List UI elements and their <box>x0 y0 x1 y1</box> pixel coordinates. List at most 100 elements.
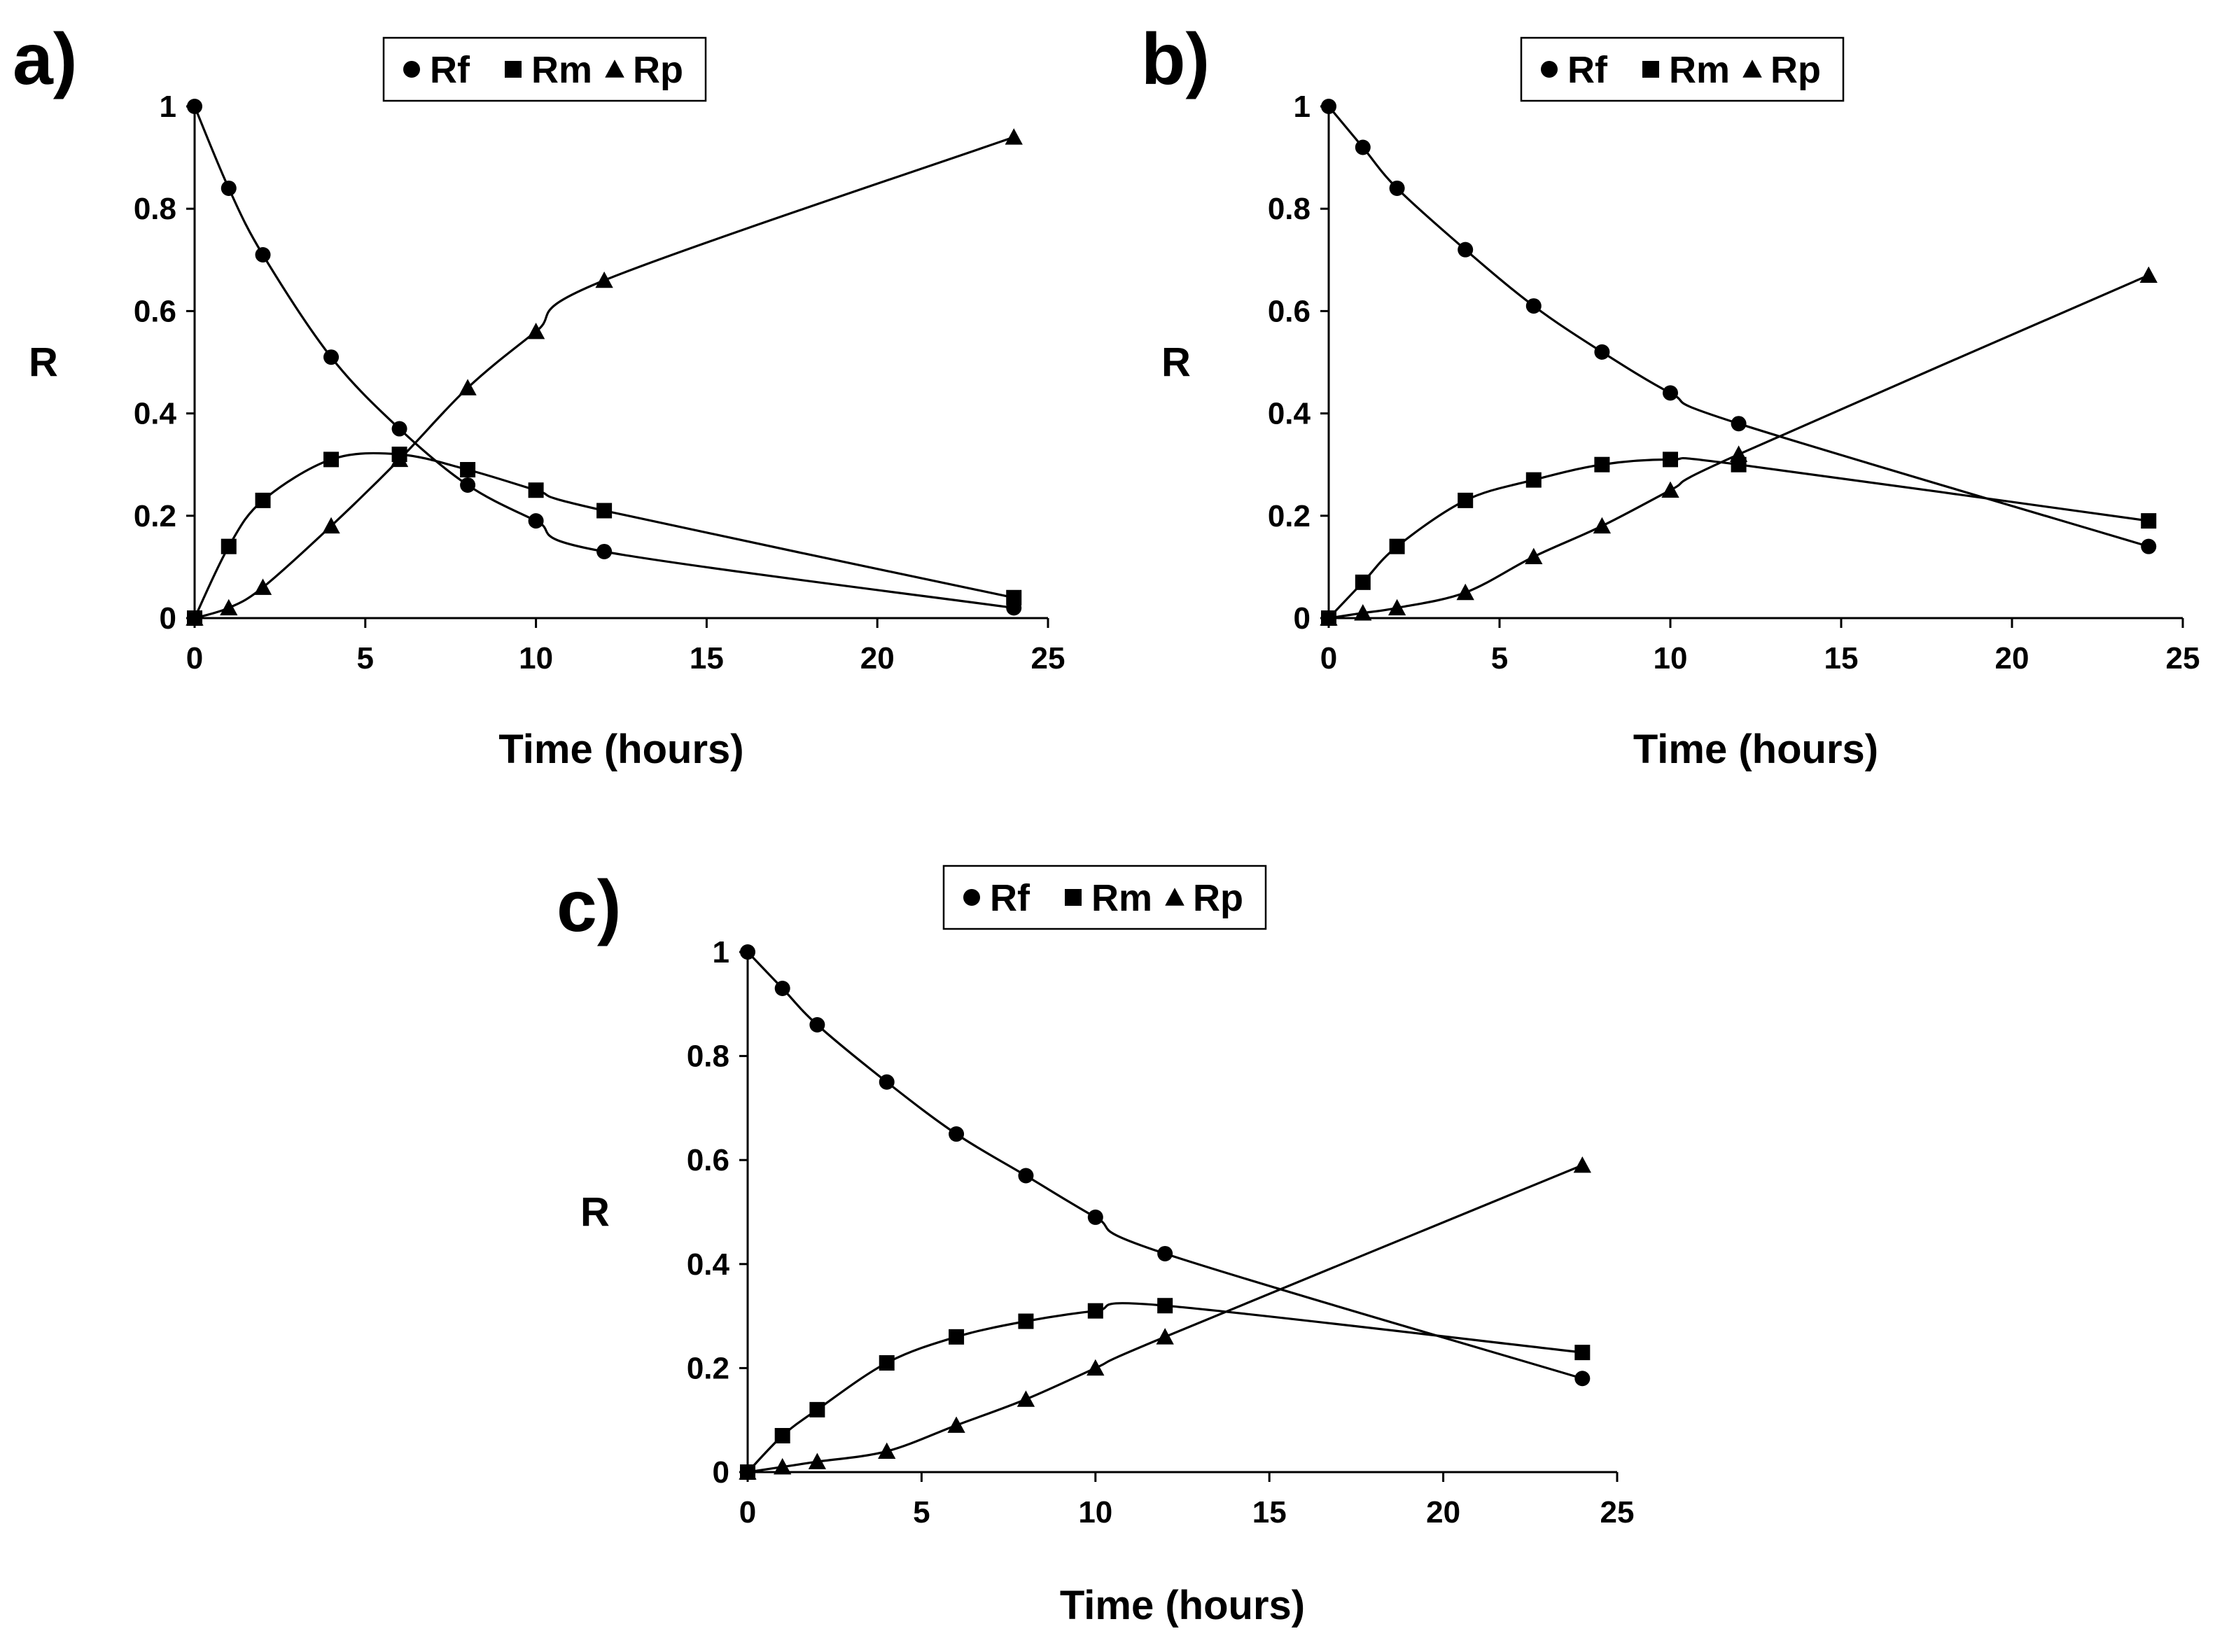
series-Rm <box>740 1298 1591 1480</box>
legend-box <box>1520 36 1845 102</box>
y-tick-label: 0 <box>713 1455 729 1490</box>
legend-box <box>382 36 707 102</box>
data-point-Rp <box>253 578 272 595</box>
series-Rm <box>1321 451 2157 626</box>
y-tick-label: 0.8 <box>687 1040 729 1074</box>
data-point-Rp <box>739 1463 757 1480</box>
x-tick-label: 20 <box>860 641 895 676</box>
y-tick-label: 0.6 <box>1268 294 1311 328</box>
data-point-Rf <box>221 180 237 196</box>
data-point-Rf <box>1389 180 1405 196</box>
data-point-Rm <box>1018 1313 1034 1329</box>
x-tick-label: 20 <box>1995 641 2029 676</box>
y-tick-label: 1 <box>1294 90 1311 124</box>
data-point-Rf <box>255 246 271 262</box>
panel-label: c) <box>557 866 621 947</box>
data-point-Rf <box>740 944 755 960</box>
data-point-Rm <box>1087 1303 1103 1319</box>
data-point-Rp <box>1086 1359 1105 1376</box>
y-tick-label: 0 <box>1294 601 1311 636</box>
data-point-Rf <box>949 1126 965 1142</box>
legend-box <box>942 864 1267 930</box>
data-point-Rm <box>323 451 340 468</box>
x-tick-label: 10 <box>519 641 553 676</box>
y-axis-title: R <box>1161 340 1191 386</box>
y-tick-label: 0.4 <box>134 397 177 431</box>
data-point-Rf <box>391 421 407 437</box>
data-point-Rm <box>879 1354 895 1371</box>
data-point-Rp <box>1388 598 1406 616</box>
y-axis-title: R <box>29 340 58 386</box>
y-tick-label: 0.2 <box>1268 499 1311 533</box>
legend-marker-Rm <box>1065 889 1082 906</box>
data-point-Rp <box>1005 128 1023 145</box>
series-line-Rf <box>1327 105 2149 548</box>
x-tick-label: 20 <box>1426 1495 1460 1530</box>
y-tick-label: 0 <box>160 601 176 636</box>
x-axis-title: Time (hours) <box>498 727 743 772</box>
x-tick-label: 15 <box>1824 641 1859 676</box>
data-point-Rm <box>1525 472 1542 488</box>
data-point-Rm <box>255 492 271 508</box>
x-axis-title: Time (hours) <box>1060 1583 1305 1628</box>
series-Rp <box>739 1156 1591 1480</box>
data-point-Rm <box>460 462 476 478</box>
data-point-Rm <box>1663 451 1678 468</box>
y-axis-title: R <box>580 1190 610 1236</box>
legend: Rf Rm Rp <box>382 36 707 102</box>
data-point-Rm <box>1157 1298 1173 1314</box>
data-point-Rm <box>528 482 544 498</box>
legend-marker-Rp <box>1742 59 1762 78</box>
x-tick-label: 25 <box>1600 1495 1635 1530</box>
legend-label-Rm: Rm <box>1091 877 1152 919</box>
legend-label-Rp: Rp <box>633 49 683 91</box>
data-point-Rf <box>323 349 340 365</box>
data-point-Rp <box>595 271 613 288</box>
data-point-Rp <box>947 1416 965 1433</box>
legend-marker-Rp <box>605 59 624 78</box>
legend-marker-Rf <box>403 61 420 78</box>
data-point-Rf <box>460 477 476 493</box>
x-tick-label: 25 <box>2166 641 2200 676</box>
legend: Rf Rm Rp <box>1520 36 1845 102</box>
data-point-Rf <box>1594 344 1610 360</box>
y-tick-label: 0.6 <box>687 1143 729 1177</box>
data-point-Rp <box>1525 547 1543 565</box>
data-point-Rf <box>1087 1209 1103 1225</box>
data-point-Rp <box>459 379 477 396</box>
data-point-Rp <box>1320 609 1338 626</box>
x-tick-label: 5 <box>357 641 374 676</box>
x-tick-label: 0 <box>186 641 203 676</box>
legend: Rf Rm Rp <box>942 864 1267 930</box>
data-point-Rm <box>2141 513 2157 529</box>
data-point-Rf <box>2141 538 2157 554</box>
legend-label-Rf: Rf <box>990 877 1030 919</box>
series-line-Rm <box>193 451 1014 619</box>
legend-label-Rf: Rf <box>1567 49 1608 91</box>
y-tick-label: 1 <box>160 90 176 124</box>
data-point-Rm <box>1355 574 1371 590</box>
y-tick-label: 0.6 <box>134 294 176 328</box>
data-point-Rf <box>1321 99 1336 114</box>
data-point-Rf <box>879 1074 895 1090</box>
data-point-Rp <box>526 322 545 340</box>
data-point-Rf <box>809 1017 825 1033</box>
y-tick-label: 0.2 <box>687 1351 729 1385</box>
x-tick-label: 0 <box>739 1495 756 1530</box>
data-point-Rp <box>1456 583 1474 601</box>
data-point-Rf <box>774 981 790 997</box>
x-tick-label: 10 <box>1078 1495 1112 1530</box>
x-tick-label: 15 <box>690 641 724 676</box>
data-point-Rp <box>322 517 340 534</box>
data-point-Rp <box>390 450 409 468</box>
x-tick-label: 0 <box>1320 641 1337 676</box>
data-point-Rm <box>1458 492 1474 508</box>
y-tick-label: 1 <box>713 935 729 969</box>
data-point-Rp <box>1661 481 1679 498</box>
panel-label: b) <box>1141 19 1210 100</box>
y-tick-label: 0.4 <box>687 1247 730 1282</box>
series-Rf <box>1321 99 2157 554</box>
data-point-Rf <box>1458 241 1474 258</box>
